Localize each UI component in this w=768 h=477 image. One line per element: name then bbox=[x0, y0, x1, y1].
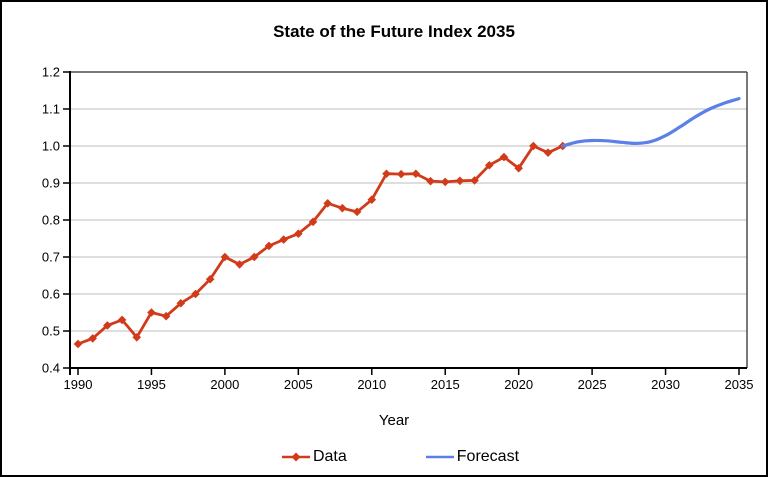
y-tick-label: 1.2 bbox=[42, 65, 60, 80]
legend-label-data: Data bbox=[312, 448, 347, 465]
y-tick-label: 0.6 bbox=[42, 287, 60, 302]
data-point-marker bbox=[279, 235, 288, 244]
y-tick-label: 0.8 bbox=[42, 213, 60, 228]
y-tick-label: 1.1 bbox=[42, 102, 60, 117]
chart-title: State of the Future Index 2035 bbox=[273, 22, 515, 41]
data-point-marker bbox=[88, 334, 97, 343]
data-point-marker bbox=[499, 152, 509, 162]
y-tick-label: 0.7 bbox=[42, 250, 60, 265]
data-point-marker bbox=[470, 176, 479, 185]
data-point-marker bbox=[440, 177, 450, 187]
data-point-marker bbox=[235, 260, 244, 269]
y-tick-label: 0.5 bbox=[42, 324, 60, 339]
data-point-marker bbox=[191, 289, 200, 299]
data-point-marker bbox=[176, 298, 186, 308]
data-point-marker bbox=[73, 339, 83, 349]
x-tick-label: 2015 bbox=[431, 377, 460, 392]
x-tick-label: 2035 bbox=[725, 377, 754, 392]
x-axis-title: Year bbox=[378, 412, 410, 429]
data-point-marker bbox=[264, 241, 274, 251]
data-point-marker bbox=[220, 252, 230, 262]
forecast-series-swatch-icon bbox=[425, 455, 454, 459]
data-point-marker bbox=[529, 141, 538, 151]
x-tick-label: 1990 bbox=[64, 377, 93, 392]
data-series-line bbox=[77, 144, 564, 346]
y-tick-label: 1.0 bbox=[42, 139, 60, 154]
legend: Data Forecast bbox=[34, 448, 766, 466]
x-tick-label: 2020 bbox=[504, 377, 533, 392]
legend-item-forecast: Forecast bbox=[425, 448, 519, 466]
data-point-marker bbox=[514, 163, 523, 173]
data-point-marker bbox=[543, 148, 553, 157]
data-point-marker bbox=[308, 217, 318, 227]
data-point-marker bbox=[103, 321, 112, 330]
legend-item-data: Data bbox=[281, 448, 347, 466]
data-point-marker bbox=[484, 160, 494, 170]
data-point-marker bbox=[147, 308, 156, 317]
data-series-swatch-icon bbox=[281, 452, 310, 462]
data-point-marker bbox=[352, 207, 362, 217]
x-tick-label: 2030 bbox=[651, 377, 680, 392]
data-point-marker bbox=[205, 274, 215, 284]
data-point-marker bbox=[132, 332, 142, 342]
legend-label-forecast: Forecast bbox=[456, 448, 520, 465]
data-point-marker bbox=[455, 176, 465, 186]
data-point-marker bbox=[117, 315, 127, 325]
x-tick-label: 1995 bbox=[137, 377, 166, 392]
data-point-marker bbox=[382, 169, 391, 179]
x-tick-label: 2005 bbox=[284, 377, 313, 392]
data-point-marker bbox=[411, 169, 421, 179]
data-point-marker bbox=[367, 195, 377, 204]
data-point-marker bbox=[396, 169, 406, 179]
x-tick-label: 2025 bbox=[578, 377, 607, 392]
y-tick-label: 0.4 bbox=[42, 361, 60, 376]
data-point-marker bbox=[338, 203, 347, 213]
data-point-marker bbox=[323, 199, 333, 208]
forecast-series-line bbox=[561, 97, 741, 148]
data-point-marker bbox=[426, 176, 435, 186]
y-tick-label: 0.9 bbox=[42, 176, 60, 191]
x-tick-label: 2000 bbox=[210, 377, 239, 392]
x-tick-label: 2010 bbox=[357, 377, 386, 392]
data-point-marker bbox=[161, 311, 171, 321]
data-point-marker bbox=[294, 229, 303, 238]
